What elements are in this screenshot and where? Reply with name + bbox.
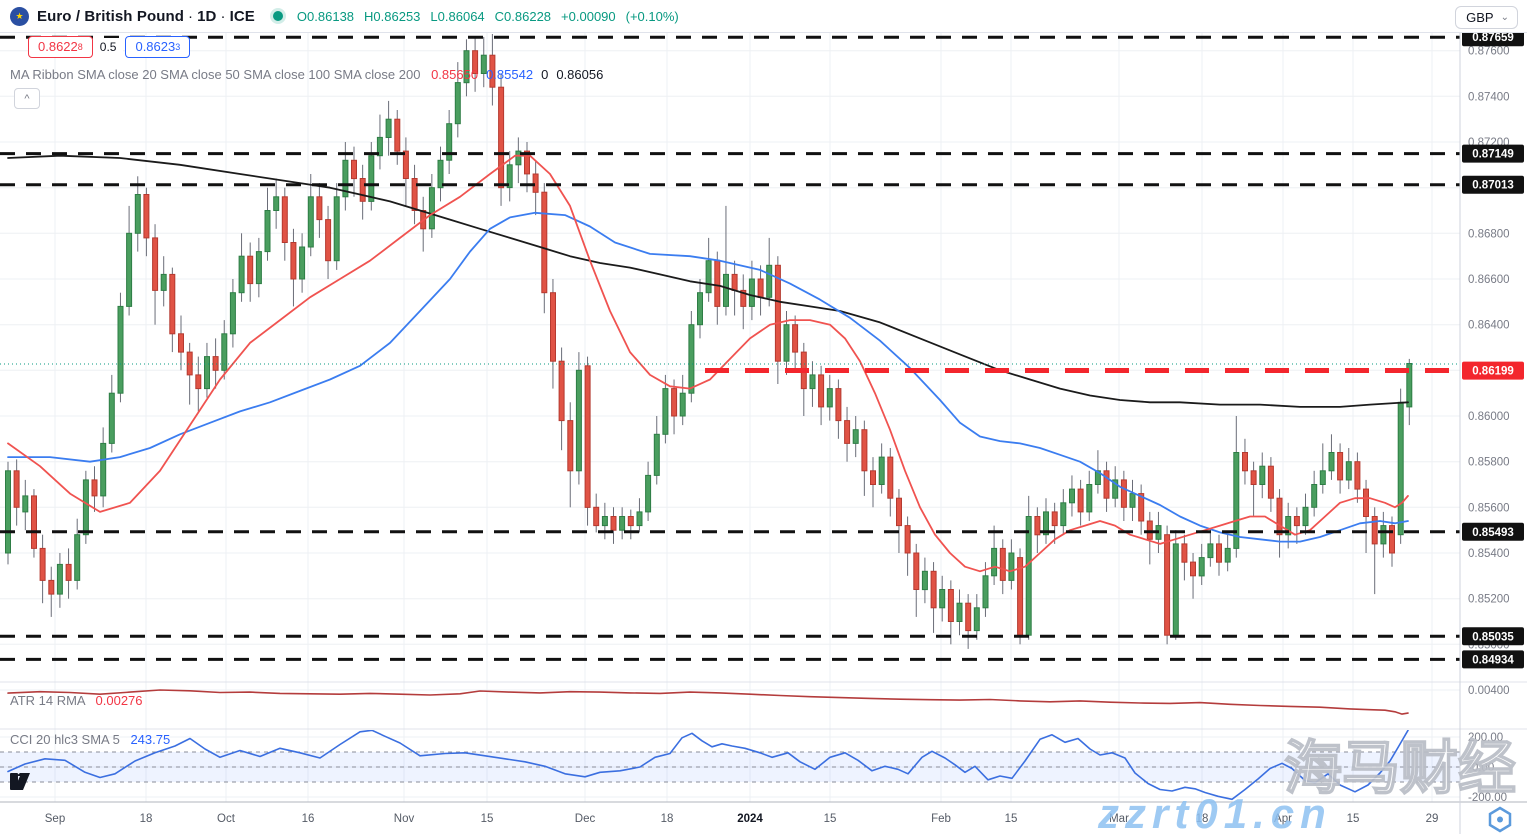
ma-value: 0.86056 [556, 67, 604, 82]
price-tick: 0.86600 [1468, 274, 1510, 286]
cci-tick: 200.00 [1468, 732, 1503, 744]
time-tick: Feb [931, 813, 951, 825]
level-price-label: 0.85493 [1462, 522, 1524, 541]
interval-label[interactable]: 1D [197, 7, 217, 25]
ma-value: 0.85650 [431, 67, 479, 82]
svg-text:0.85035: 0.85035 [1472, 631, 1514, 643]
tradingview-logo[interactable] [10, 773, 30, 790]
price-tick: 0.86800 [1468, 228, 1510, 240]
price-tick: 0.86400 [1468, 320, 1510, 332]
atr-title: ATR 14 RMA [10, 693, 85, 708]
time-tick: 2024 [737, 813, 763, 825]
time-tick: Nov [394, 813, 415, 825]
time-tick: 18 [140, 813, 153, 825]
symbol-title[interactable]: Euro / British Pound · 1D · ICE [37, 7, 255, 25]
price-tick: 0.85800 [1468, 457, 1510, 469]
svg-text:0.87149: 0.87149 [1472, 149, 1514, 161]
price-tick: 0.87400 [1468, 91, 1510, 103]
eu-flag-icon: ★ [10, 6, 29, 26]
exchange-label: ICE [229, 7, 255, 25]
level-price-label: 0.85035 [1462, 627, 1524, 646]
low-value: 0.86064 [437, 8, 485, 24]
ma-value: 0 [541, 67, 549, 82]
time-tick: 18 [1196, 813, 1209, 825]
horizontal-level-lines[interactable] [0, 35, 1460, 661]
gridlines [0, 33, 1460, 802]
ma-ribbon-values: 0.85650 0.85542 0 0.86056 [431, 67, 611, 82]
sell-button[interactable]: 0.86228 [28, 36, 93, 58]
time-tick: 15 [481, 813, 494, 825]
level-price-label: 0.87149 [1462, 144, 1524, 163]
price-tick: 0.85400 [1468, 548, 1510, 560]
cci-legend[interactable]: CCI 20 hlc3 SMA 5 243.75 [10, 732, 170, 747]
svg-text:0.87659: 0.87659 [1472, 32, 1514, 44]
change-value: +0.00090 [561, 8, 616, 24]
level-price-label: 0.84934 [1462, 650, 1524, 669]
time-tick: 18 [661, 813, 674, 825]
open-value: 0.86138 [307, 8, 355, 24]
market-status-icon [272, 11, 283, 21]
high-value: 0.86253 [373, 8, 421, 24]
time-tick: 29 [1426, 813, 1439, 825]
watermark-cn: 海马财经 [1284, 736, 1516, 801]
cci-title: CCI 20 hlc3 SMA 5 [10, 732, 120, 747]
collapse-pane-button[interactable]: ^ [14, 88, 40, 109]
svg-text:0.85493: 0.85493 [1472, 527, 1514, 539]
price-tick: 0.85200 [1468, 594, 1510, 606]
time-tick: Oct [217, 813, 236, 825]
spread-value: 0.5 [92, 38, 124, 56]
symbol-name[interactable]: Euro / British Pound [37, 7, 184, 25]
price-tick: 0.86000 [1468, 411, 1510, 423]
ma-value: 0.85542 [486, 67, 534, 82]
atr-tick: 0.00400 [1468, 685, 1510, 697]
atr-value: 0.00276 [95, 693, 143, 708]
atr-line [7, 689, 1409, 715]
time-tick: Sep [45, 813, 65, 825]
change-percent: (+0.10%) [625, 8, 679, 24]
cci-value: 243.75 [130, 732, 171, 747]
price-tick: 0.87600 [1468, 46, 1510, 58]
svg-text:0.86199: 0.86199 [1472, 366, 1514, 378]
time-tick: Mar [1109, 813, 1129, 825]
chevron-down-icon: ⌄ [1500, 12, 1509, 23]
ma-ribbon-title: MA Ribbon SMA close 20 SMA close 50 SMA … [10, 67, 421, 82]
cci-tick: -200.00 [1468, 792, 1507, 804]
watermark-url: zzrt01.cn [1097, 790, 1332, 834]
atr-legend[interactable]: ATR 14 RMA 0.00276 [10, 693, 143, 708]
order-panel: 0.86228 0.5 0.86233 [28, 36, 191, 58]
buy-button[interactable]: 0.86233 [125, 36, 191, 58]
time-tick: 16 [302, 813, 315, 825]
time-tick: 15 [824, 813, 837, 825]
ma-ribbon-legend[interactable]: MA Ribbon SMA close 20 SMA close 50 SMA … [10, 67, 611, 82]
ma-ribbon-lines [7, 154, 1409, 573]
ohlc-readout: O0.86138 H0.86253 L0.86064 C0.86228 +0.0… [296, 8, 679, 24]
time-tick: Dec [575, 813, 596, 825]
cci-tick: -0.00 [1468, 762, 1494, 774]
chart-header: ★ Euro / British Pound · 1D · ICE O0.86138 H… [0, 0, 1527, 33]
time-tick: 15 [1005, 813, 1018, 825]
time-tick: Apr [1274, 813, 1292, 825]
close-value: 0.86228 [504, 8, 552, 24]
currency-dropdown[interactable]: GBP ⌄ [1455, 6, 1518, 29]
cci-line [7, 730, 1409, 801]
time-tick: 15 [1347, 813, 1360, 825]
candlestick-series[interactable] [5, 32, 1413, 649]
svg-text:0.84934: 0.84934 [1472, 654, 1514, 666]
alert-price-label: 0.86199 [1462, 361, 1524, 380]
watermark-hexagon-icon [1488, 806, 1512, 833]
svg-text:0.87013: 0.87013 [1472, 180, 1514, 192]
level-price-label: 0.87013 [1462, 175, 1524, 194]
price-tick: 0.85600 [1468, 502, 1510, 514]
time-axis[interactable]: Sep 18 Oct 16 Nov 15 Dec 18 2024 15 Feb 15 Mar 18 Apr 1… [45, 813, 1439, 825]
